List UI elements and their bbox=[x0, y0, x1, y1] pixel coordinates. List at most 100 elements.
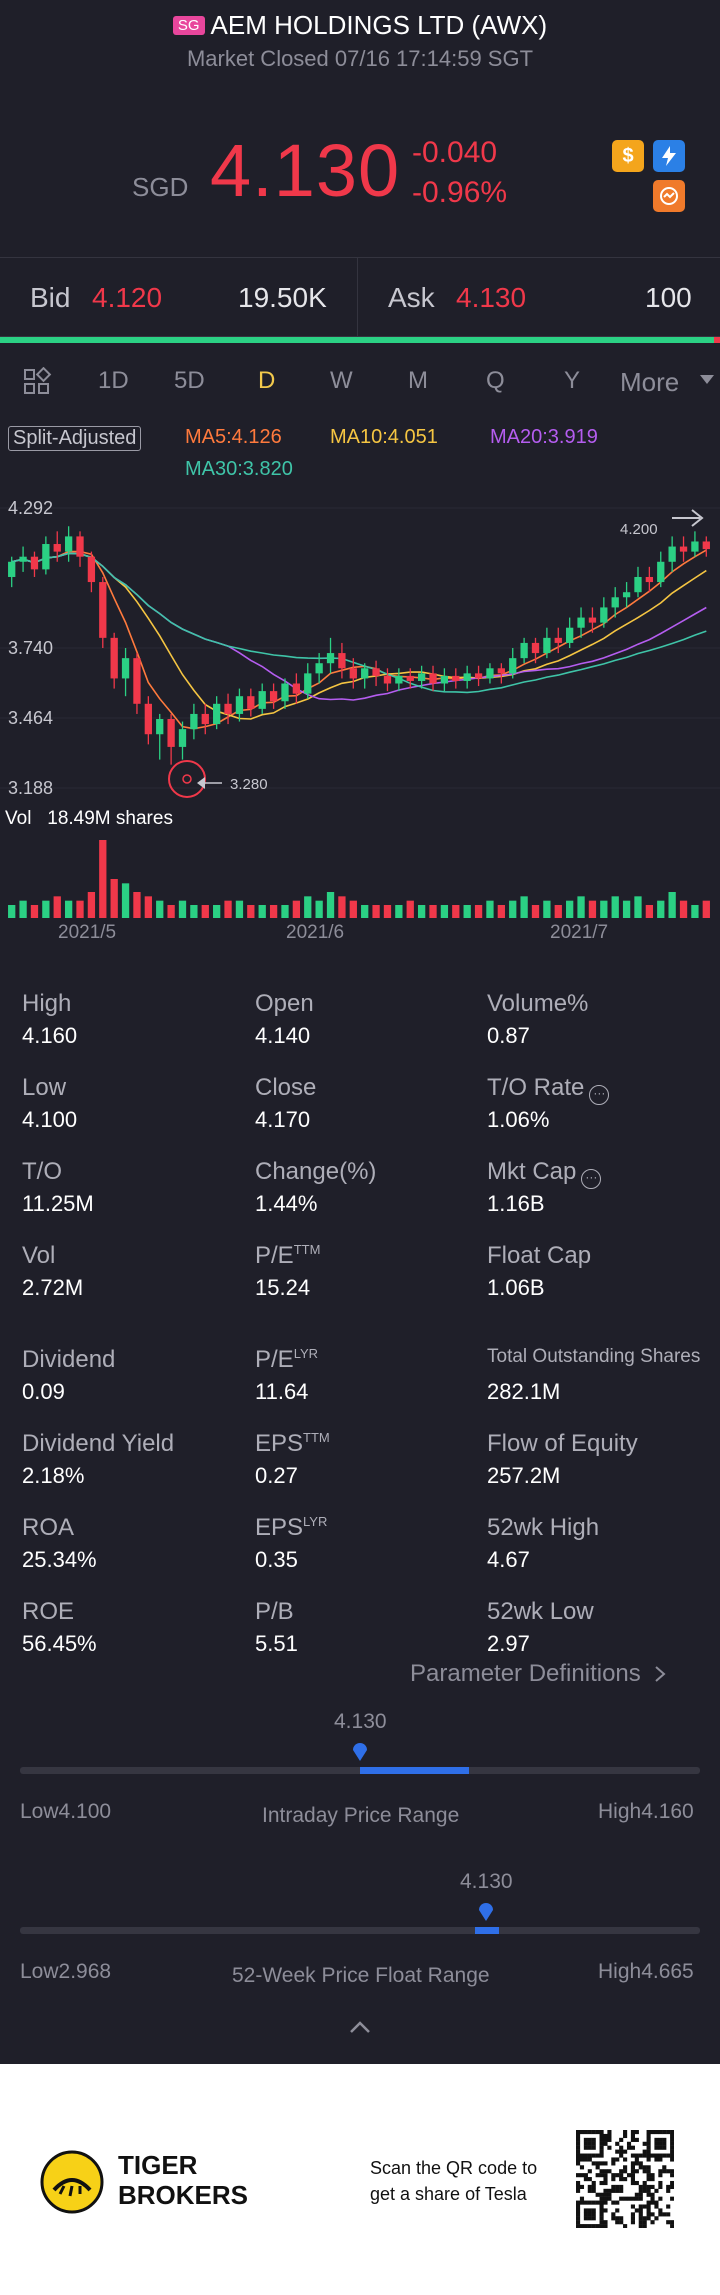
stat-value: 1.06% bbox=[487, 1107, 550, 1132]
intraday-current-value: 4.130 bbox=[334, 1710, 387, 1733]
candle-down bbox=[645, 576, 654, 583]
volume-chart bbox=[8, 840, 710, 918]
stat-label: Mkt Cap ··· bbox=[487, 1158, 602, 1189]
candle-down bbox=[383, 675, 392, 684]
tab-month[interactable]: M bbox=[408, 367, 428, 394]
candle-up bbox=[417, 673, 426, 681]
volume-bar bbox=[406, 900, 414, 918]
ma20-label: MA20:3.919 bbox=[490, 426, 598, 448]
candle-down bbox=[372, 668, 380, 676]
swap-icon[interactable] bbox=[653, 180, 685, 212]
ask-price: 4.130 bbox=[456, 282, 527, 313]
qr-caption-line2: get a share of Tesla bbox=[370, 2184, 527, 2204]
stat-label: Open bbox=[255, 990, 314, 1017]
stat-value: 0.35 bbox=[255, 1547, 298, 1572]
stat-label: High bbox=[22, 990, 72, 1017]
volume-bar bbox=[588, 900, 597, 918]
ma5-line bbox=[11, 549, 707, 730]
stat-label: Float Cap bbox=[487, 1242, 592, 1269]
candle-down bbox=[99, 582, 107, 638]
more-info-icon[interactable]: ··· bbox=[589, 1085, 610, 1105]
tab-week[interactable]: W bbox=[330, 367, 353, 394]
candle-down bbox=[133, 658, 141, 704]
volume-bar bbox=[76, 900, 84, 918]
volume-bar bbox=[679, 900, 688, 918]
volume-bar bbox=[19, 900, 27, 918]
volume-bar bbox=[509, 900, 517, 918]
candle-down bbox=[497, 668, 505, 674]
tab-1d[interactable]: 1D bbox=[98, 367, 129, 394]
intraday-range-track bbox=[20, 1767, 700, 1774]
volume-bar bbox=[99, 840, 107, 918]
volume-bar bbox=[645, 905, 654, 918]
candle-up bbox=[19, 556, 27, 562]
y-tick-label: 4.292 bbox=[8, 498, 53, 518]
candle-up bbox=[486, 668, 494, 679]
volume-bar bbox=[315, 900, 323, 918]
candle-down bbox=[349, 668, 357, 679]
tab-more[interactable]: More bbox=[620, 367, 680, 397]
volume-bar bbox=[531, 905, 540, 918]
ma10-line bbox=[11, 552, 707, 720]
price-pin-icon bbox=[479, 1903, 493, 1921]
volume-bar bbox=[622, 900, 631, 918]
tab-5d[interactable]: 5D bbox=[174, 367, 205, 394]
tab-day[interactable]: D bbox=[258, 367, 276, 394]
volume-bar bbox=[474, 905, 483, 918]
candle-down bbox=[247, 696, 255, 709]
volume-bar bbox=[634, 896, 642, 918]
dollar-icon[interactable]: $ bbox=[612, 140, 644, 172]
stat-label: Close bbox=[255, 1074, 317, 1101]
candle-down bbox=[144, 703, 152, 735]
volume-bar bbox=[611, 896, 619, 918]
ma10-label: MA10:4.051 bbox=[330, 426, 438, 448]
volume-bar bbox=[520, 896, 528, 918]
candle-down bbox=[53, 544, 61, 552]
stat-value: 4.67 bbox=[487, 1547, 530, 1572]
week52-range-fill bbox=[475, 1927, 500, 1934]
parameter-definitions-link[interactable]: Parameter Definitions bbox=[410, 1660, 667, 1688]
stat-label: P/ETTM bbox=[255, 1242, 321, 1269]
intraday-range-fill bbox=[360, 1767, 469, 1774]
stat-value: 11.64 bbox=[255, 1379, 309, 1404]
x-tick-label: 2021/7 bbox=[550, 922, 609, 943]
bid-price: 4.120 bbox=[92, 282, 163, 313]
candle-up bbox=[622, 592, 631, 598]
candle-up bbox=[611, 597, 619, 608]
candle-up bbox=[600, 607, 608, 623]
volume-bar bbox=[543, 900, 551, 918]
candle-up bbox=[235, 696, 244, 714]
stock-name: AEM HOLDINGS LTD (AWX) bbox=[210, 10, 548, 40]
bid-ask-ratio-bar bbox=[0, 337, 720, 343]
candle-down bbox=[338, 653, 346, 669]
stat-label: T/O bbox=[22, 1158, 62, 1185]
flash-icon[interactable] bbox=[653, 140, 685, 172]
volume-bar bbox=[258, 905, 266, 918]
volume-bar bbox=[657, 900, 665, 918]
stat-value: 11.25M bbox=[22, 1191, 94, 1216]
volume-bar bbox=[30, 905, 39, 918]
candlestick-chart[interactable]: 4.292 3.740 3.464 3.188 4.200 3.280 bbox=[0, 490, 720, 810]
x-tick-label: 2021/6 bbox=[286, 922, 345, 943]
tab-quarter[interactable]: Q bbox=[486, 367, 505, 394]
stat-label: T/O Rate ··· bbox=[487, 1074, 610, 1105]
intraday-low: Low4.100 bbox=[20, 1800, 112, 1823]
y-tick-label: 3.188 bbox=[8, 778, 53, 798]
more-info-icon[interactable]: ··· bbox=[581, 1169, 602, 1189]
split-adjusted-toggle[interactable]: Split-Adjusted bbox=[8, 426, 142, 451]
stat-value: 4.140 bbox=[255, 1023, 311, 1048]
volume-bar bbox=[156, 900, 164, 918]
ma30-line bbox=[11, 552, 707, 694]
candle-up bbox=[315, 663, 323, 674]
week52-low: Low2.968 bbox=[20, 1960, 112, 1983]
volume-bar bbox=[429, 905, 437, 918]
chevron-up-icon[interactable] bbox=[349, 2020, 371, 2034]
qr-code-icon[interactable] bbox=[576, 2130, 674, 2228]
stat-label: Dividend Yield bbox=[22, 1430, 175, 1457]
chevron-down-icon[interactable] bbox=[700, 375, 714, 384]
layout-grid-icon[interactable] bbox=[22, 367, 52, 397]
qr-caption-line1: Scan the QR code to bbox=[370, 2158, 538, 2178]
price-change-percent: -0.96% bbox=[412, 176, 508, 209]
arrow-right-icon bbox=[672, 509, 704, 527]
tab-year[interactable]: Y bbox=[564, 367, 581, 394]
